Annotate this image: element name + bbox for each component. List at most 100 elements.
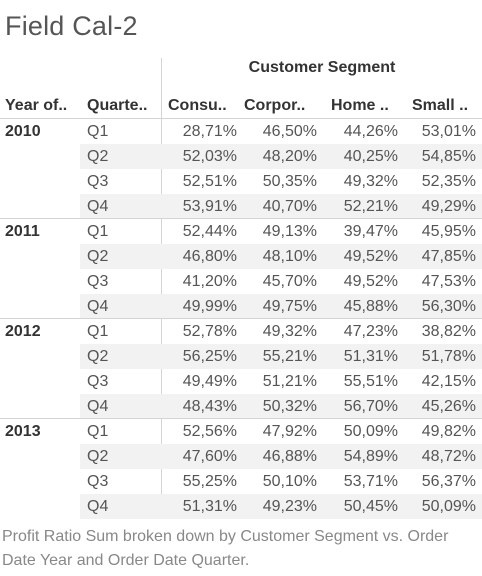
table-cell-value[interactable]: 45,26% <box>421 398 476 415</box>
table-cell-value[interactable]: 55,25% <box>182 473 237 490</box>
table-cell-value[interactable]: 47,60% <box>182 448 237 465</box>
table-cell-value[interactable]: 47,85% <box>421 248 476 265</box>
row-year-label[interactable]: 2010 <box>5 123 41 140</box>
table-cell-value[interactable]: 51,78% <box>421 348 476 365</box>
table-cell-value[interactable]: 49,52% <box>343 273 398 290</box>
table-row[interactable] <box>80 344 482 369</box>
row-quarter-label[interactable]: Q4 <box>87 298 109 315</box>
row-year-label[interactable]: 2011 <box>5 223 40 240</box>
table-cell-value[interactable]: 46,88% <box>262 448 317 465</box>
table-cell-value[interactable]: 50,35% <box>262 173 317 190</box>
column-header-consumer[interactable]: Consu.. <box>168 97 227 114</box>
table-row[interactable] <box>80 394 482 419</box>
table-cell-value[interactable]: 49,32% <box>262 323 317 340</box>
table-cell-value[interactable]: 55,21% <box>262 348 317 365</box>
table-cell-value[interactable]: 52,44% <box>182 223 237 240</box>
table-cell-value[interactable]: 50,32% <box>262 398 317 415</box>
table-cell-value[interactable]: 38,82% <box>421 323 476 340</box>
row-quarter-label[interactable]: Q4 <box>87 198 109 215</box>
row-quarter-label[interactable]: Q1 <box>87 423 109 440</box>
table-row[interactable] <box>80 144 482 169</box>
table-cell-value[interactable]: 48,43% <box>182 398 237 415</box>
table-cell-value[interactable]: 52,35% <box>421 173 476 190</box>
row-quarter-label[interactable]: Q2 <box>87 248 109 265</box>
table-cell-value[interactable]: 52,21% <box>343 198 398 215</box>
table-row[interactable] <box>80 244 482 269</box>
table-cell-value[interactable]: 47,92% <box>262 423 317 440</box>
table-cell-value[interactable]: 47,53% <box>421 273 476 290</box>
table-cell-value[interactable]: 48,20% <box>262 148 317 165</box>
table-cell-value[interactable]: 40,70% <box>262 198 317 215</box>
table-cell-value[interactable]: 49,49% <box>182 373 237 390</box>
row-quarter-label[interactable]: Q2 <box>87 348 109 365</box>
table-cell-value[interactable]: 48,10% <box>262 248 317 265</box>
row-quarter-label[interactable]: Q1 <box>87 323 109 340</box>
table-cell-value[interactable]: 46,50% <box>262 123 317 140</box>
table-cell-value[interactable]: 54,89% <box>343 448 398 465</box>
table-cell-value[interactable]: 49,32% <box>343 173 398 190</box>
row-quarter-label[interactable]: Q4 <box>87 498 109 515</box>
table-cell-value[interactable]: 56,37% <box>421 473 476 490</box>
table-cell-value[interactable]: 52,56% <box>182 423 237 440</box>
table-cell-value[interactable]: 56,30% <box>421 298 476 315</box>
table-cell-value[interactable]: 53,01% <box>421 123 476 140</box>
table-cell-value[interactable]: 53,91% <box>182 198 237 215</box>
table-cell-value[interactable]: 28,71% <box>182 123 237 140</box>
table-cell-value[interactable]: 50,45% <box>343 498 398 515</box>
table-row[interactable] <box>80 294 482 319</box>
table-cell-value[interactable]: 45,88% <box>343 298 398 315</box>
row-quarter-label[interactable]: Q1 <box>87 223 109 240</box>
table-cell-value[interactable]: 56,70% <box>343 398 398 415</box>
table-cell-value[interactable]: 52,51% <box>182 173 237 190</box>
table-cell-value[interactable]: 53,71% <box>343 473 398 490</box>
table-row[interactable] <box>80 194 482 219</box>
table-cell-value[interactable]: 52,78% <box>182 323 237 340</box>
row-quarter-label[interactable]: Q3 <box>87 373 109 390</box>
table-cell-value[interactable]: 49,52% <box>343 248 398 265</box>
row-quarter-label[interactable]: Q2 <box>87 148 109 165</box>
table-cell-value[interactable]: 54,85% <box>421 148 476 165</box>
row-header-quarter[interactable]: Quarte.. <box>87 97 148 114</box>
table-cell-value[interactable]: 46,80% <box>182 248 237 265</box>
row-year-label[interactable]: 2013 <box>5 423 41 440</box>
row-quarter-label[interactable]: Q3 <box>87 173 109 190</box>
column-header-corporate[interactable]: Corpor.. <box>244 97 306 114</box>
table-cell-value[interactable]: 49,23% <box>262 498 317 515</box>
table-cell-value[interactable]: 47,23% <box>343 323 398 340</box>
table-cell-value[interactable]: 49,29% <box>421 198 476 215</box>
table-cell-value[interactable]: 50,09% <box>421 498 476 515</box>
row-header-year[interactable]: Year of.. <box>5 97 68 114</box>
row-year-label[interactable]: 2012 <box>5 323 41 340</box>
table-cell-value[interactable]: 44,26% <box>343 123 398 140</box>
row-quarter-label[interactable]: Q3 <box>87 273 109 290</box>
row-quarter-label[interactable]: Q1 <box>87 123 109 140</box>
table-cell-value[interactable]: 49,13% <box>262 223 317 240</box>
row-quarter-label[interactable]: Q4 <box>87 398 109 415</box>
table-cell-value[interactable]: 49,82% <box>421 423 476 440</box>
row-quarter-label[interactable]: Q2 <box>87 448 109 465</box>
table-cell-value[interactable]: 40,25% <box>343 148 398 165</box>
table-row[interactable] <box>80 494 482 519</box>
table-cell-value[interactable]: 51,31% <box>182 498 237 515</box>
table-cell-value[interactable]: 49,75% <box>262 298 317 315</box>
table-cell-value[interactable]: 52,03% <box>182 148 237 165</box>
table-cell-value[interactable]: 42,15% <box>421 373 476 390</box>
table-cell-value[interactable]: 39,47% <box>343 223 398 240</box>
table-cell-value[interactable]: 50,09% <box>343 423 398 440</box>
column-header-home-office[interactable]: Home .. <box>331 97 389 114</box>
table-cell-value[interactable]: 49,99% <box>182 298 237 315</box>
divider-year-group <box>0 418 482 419</box>
table-cell-value[interactable]: 56,25% <box>182 348 237 365</box>
column-header-small-business[interactable]: Small .. <box>412 97 469 114</box>
row-quarter-label[interactable]: Q3 <box>87 473 109 490</box>
table-cell-value[interactable]: 45,70% <box>262 273 317 290</box>
table-cell-value[interactable]: 48,72% <box>421 448 476 465</box>
table-row[interactable] <box>80 444 482 469</box>
table-cell-value[interactable]: 41,20% <box>182 273 237 290</box>
table-cell-value[interactable]: 50,10% <box>262 473 317 490</box>
table-cell-value[interactable]: 55,51% <box>343 373 398 390</box>
column-group-title[interactable]: Customer Segment <box>248 59 396 76</box>
table-cell-value[interactable]: 45,95% <box>421 223 476 240</box>
table-cell-value[interactable]: 51,31% <box>343 348 398 365</box>
table-cell-value[interactable]: 51,21% <box>262 373 317 390</box>
